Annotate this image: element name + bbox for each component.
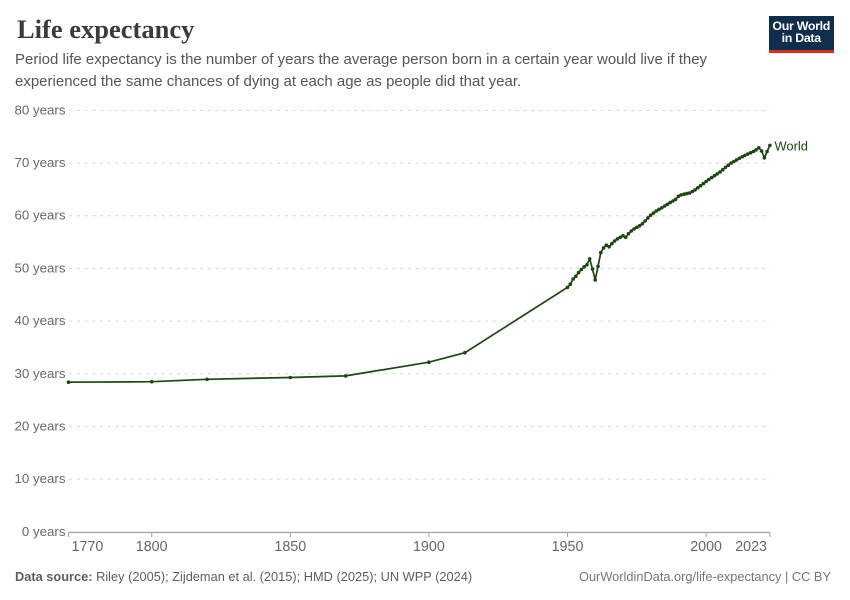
svg-text:60 years: 60 years bbox=[15, 208, 66, 223]
svg-text:1900: 1900 bbox=[413, 539, 445, 555]
svg-text:80 years: 80 years bbox=[15, 102, 66, 117]
svg-text:50 years: 50 years bbox=[15, 260, 66, 275]
svg-text:2023: 2023 bbox=[735, 539, 767, 555]
svg-text:10 years: 10 years bbox=[15, 471, 66, 486]
svg-text:1950: 1950 bbox=[552, 539, 584, 555]
svg-text:0 years: 0 years bbox=[22, 524, 66, 539]
svg-text:30 years: 30 years bbox=[15, 366, 66, 381]
svg-text:1800: 1800 bbox=[136, 539, 168, 555]
svg-text:World: World bbox=[775, 139, 808, 154]
svg-text:1850: 1850 bbox=[274, 539, 306, 555]
svg-text:1770: 1770 bbox=[72, 539, 104, 555]
svg-text:70 years: 70 years bbox=[15, 155, 66, 170]
svg-text:40 years: 40 years bbox=[15, 313, 66, 328]
svg-text:2000: 2000 bbox=[690, 539, 722, 555]
svg-text:20 years: 20 years bbox=[15, 418, 66, 433]
